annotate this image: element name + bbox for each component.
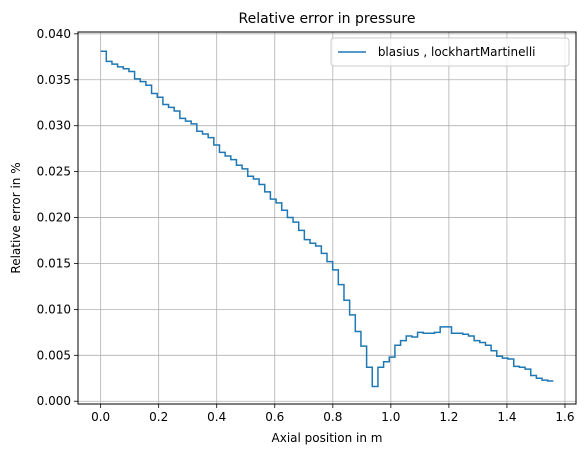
series-line	[100, 50, 554, 388]
x-tick-label: 0.2	[149, 410, 168, 424]
x-tick-label: 1.2	[439, 410, 458, 424]
y-tick-label: 0.015	[37, 256, 71, 270]
x-tick-label: 0.0	[91, 410, 110, 424]
x-tick-label: 1.4	[497, 410, 516, 424]
axis-ticks: 0.0 0.2 0.4 0.6 0.8 1.0 1.2 1.4 1.6 0.000 0.005 0.0…	[37, 27, 575, 424]
y-tick-label: 0.035	[37, 73, 71, 87]
plot-frame	[77, 31, 577, 405]
y-tick-label: 0.005	[37, 348, 71, 362]
grid	[78, 32, 576, 404]
y-tick-label: 0.030	[37, 119, 71, 133]
legend-box	[330, 37, 570, 67]
x-axis-label: Axial position in m	[272, 431, 383, 445]
series-lines	[100, 50, 554, 388]
y-tick-label: 0.010	[37, 302, 71, 316]
x-tick-label: 0.8	[323, 410, 342, 424]
y-tick-label: 0.000	[37, 394, 71, 408]
chart-title: Relative error in pressure	[239, 11, 416, 27]
x-tick-label: 1.6	[555, 410, 574, 424]
y-axis-label: Relative error in %	[9, 162, 23, 273]
x-tick-label: 0.6	[265, 410, 284, 424]
legend: blasius , lockhartMartinelli	[330, 37, 570, 67]
y-tick-label: 0.040	[37, 27, 71, 41]
legend-entry-label: blasius , lockhartMartinelli	[374, 45, 536, 59]
x-tick-label: 1.0	[381, 410, 400, 424]
y-tick-label: 0.020	[37, 211, 71, 225]
x-tick-label: 0.4	[207, 410, 226, 424]
y-tick-label: 0.025	[37, 165, 71, 179]
